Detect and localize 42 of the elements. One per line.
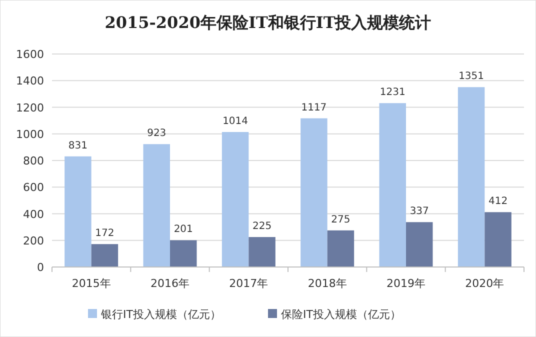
bar	[406, 222, 433, 267]
y-tick-label: 1400	[16, 74, 44, 88]
bar	[91, 244, 118, 267]
y-tick-label: 1000	[16, 128, 44, 141]
data-label: 1014	[222, 116, 248, 128]
x-tick-label: 2015年	[72, 277, 111, 290]
bar	[379, 103, 406, 267]
bar	[327, 230, 354, 267]
y-tick-label: 200	[23, 234, 44, 248]
data-label: 225	[252, 221, 272, 232]
data-label: 1117	[301, 102, 327, 114]
data-label: 831	[68, 140, 88, 152]
bar	[64, 156, 92, 267]
legend-label: 银行IT投入规模（亿元）	[100, 308, 221, 321]
data-label: 201	[174, 224, 193, 236]
x-tick-label: 2017年	[229, 277, 268, 290]
bar	[143, 144, 170, 267]
data-label: 412	[488, 196, 508, 208]
data-label: 275	[331, 214, 350, 226]
x-tick-label: 2020年	[465, 277, 504, 290]
data-label: 337	[410, 206, 429, 218]
data-label: 1231	[380, 87, 406, 98]
x-tick-label: 2019年	[386, 277, 426, 290]
x-tick-label: 2016年	[150, 277, 190, 290]
data-label: 1351	[458, 71, 484, 82]
data-label: 923	[147, 128, 166, 140]
bar	[222, 132, 249, 267]
x-tick-label: 2018年	[308, 277, 347, 290]
data-label: 172	[95, 228, 114, 240]
bar	[300, 118, 328, 267]
bar	[484, 212, 512, 267]
y-tick-label: 400	[23, 208, 44, 221]
chart-title: 2015-2020年保险IT和银行IT投入规模统计	[104, 13, 432, 32]
bar	[248, 237, 276, 267]
legend-label: 保险IT投入规模（亿元）	[281, 308, 401, 321]
y-tick-label: 0	[37, 261, 44, 274]
bar	[170, 240, 197, 267]
y-tick-label: 600	[23, 181, 44, 194]
y-tick-label: 1600	[16, 48, 44, 61]
bar	[458, 87, 485, 267]
y-tick-label: 1200	[16, 101, 44, 114]
y-tick-label: 800	[23, 154, 44, 168]
